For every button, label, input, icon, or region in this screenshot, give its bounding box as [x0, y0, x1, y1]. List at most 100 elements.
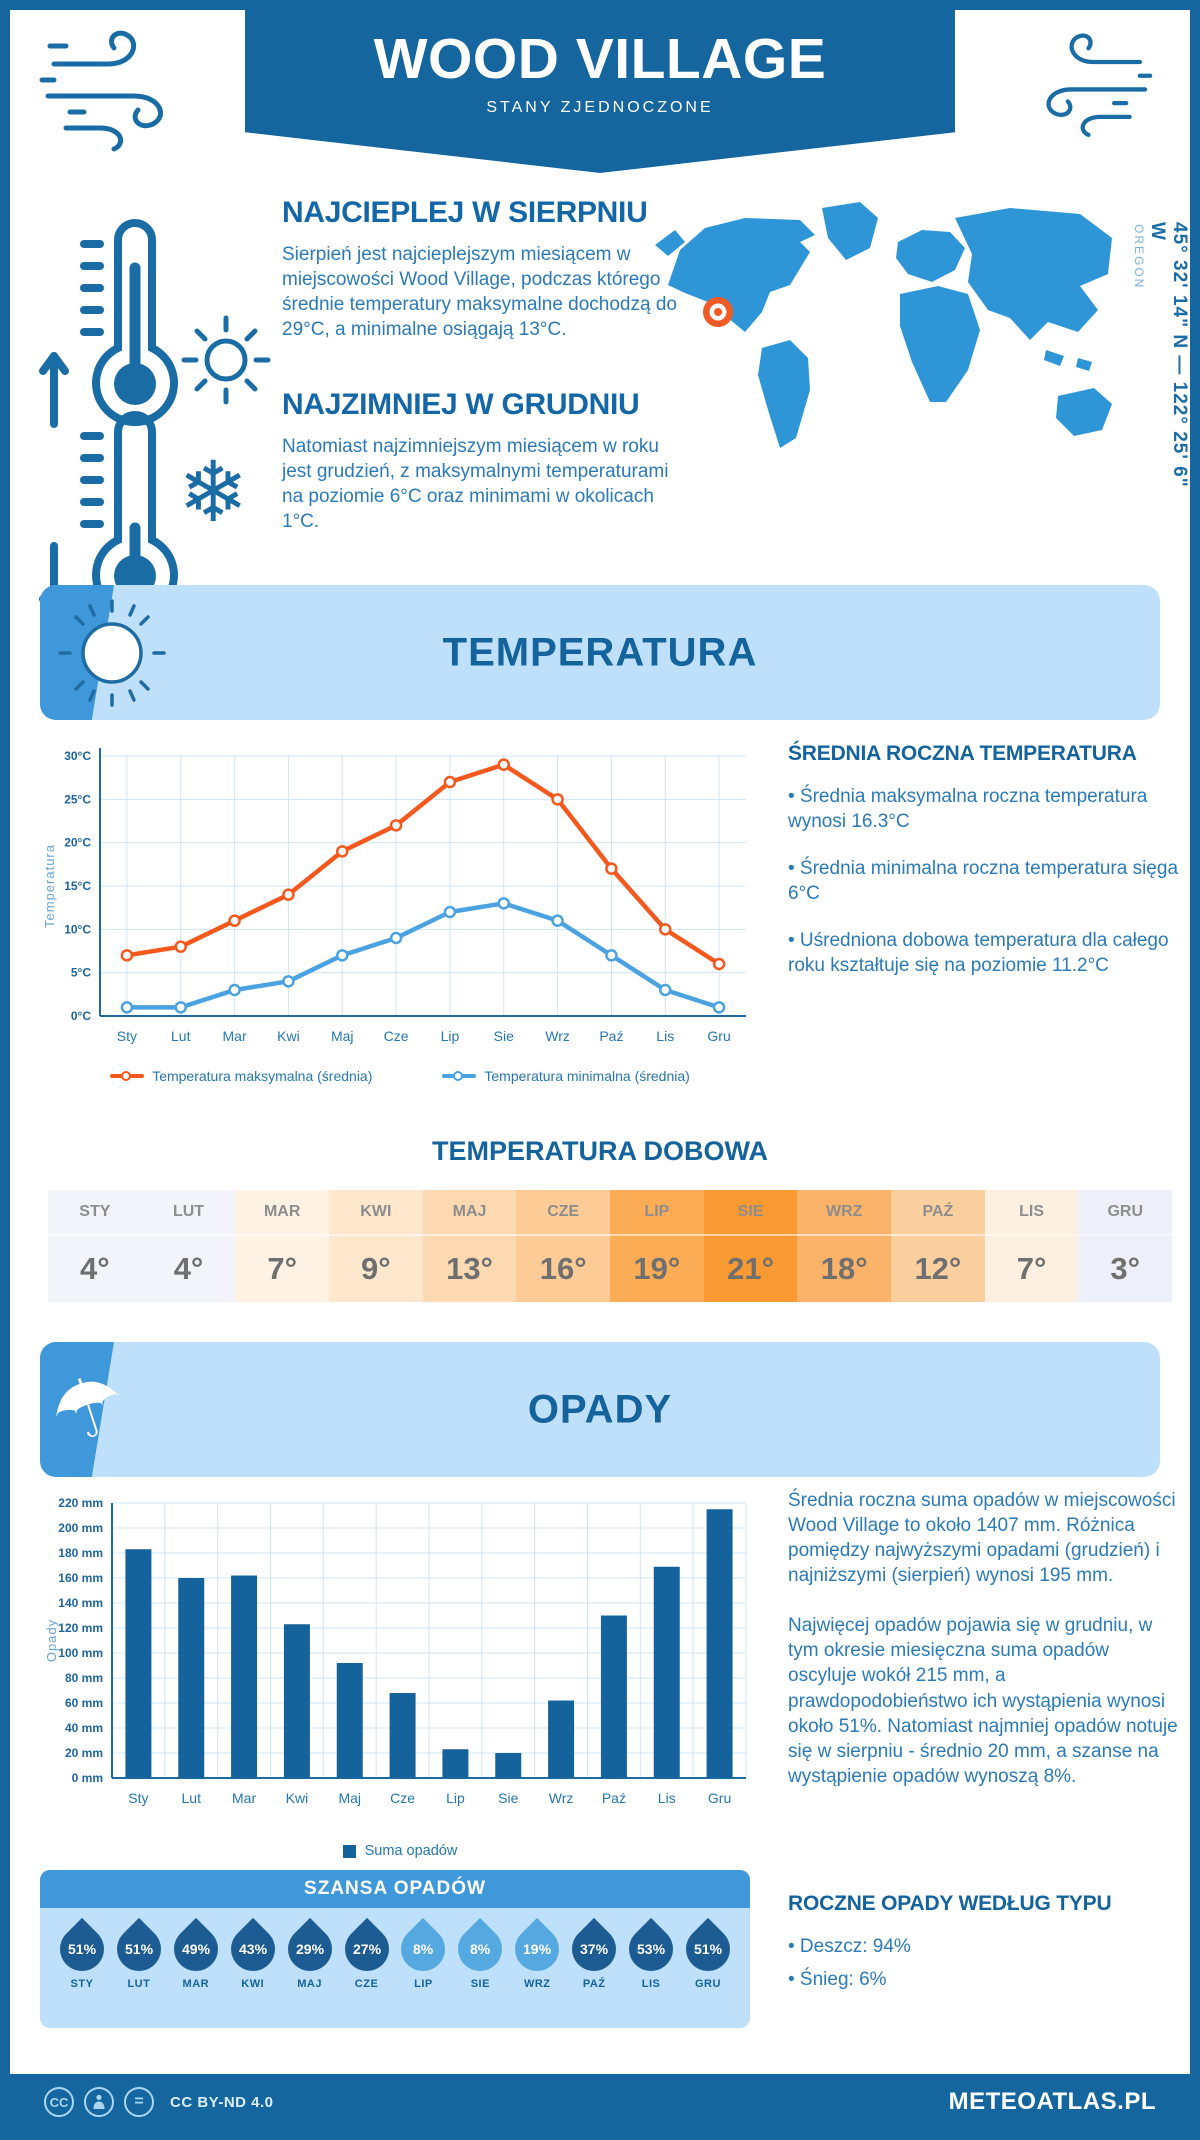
precip-paragraph-2: Najwięcej opadów pojawia się w grudniu, …: [788, 1615, 1178, 1787]
svg-text:160 mm: 160 mm: [58, 1571, 103, 1585]
chance-drop-column: 29% MAJ: [278, 1917, 341, 1990]
attribution-person-icon: [84, 2087, 114, 2117]
location-marker: [703, 297, 733, 327]
coldest-text: Natomiast najzimniejszym miesiącem w rok…: [282, 436, 669, 533]
precip-type-block: ROCZNE OPADY WEDŁUG TYPU • Deszcz: 94% • …: [788, 1892, 1180, 2000]
chance-month: LUT: [127, 1978, 151, 1990]
svg-text:200 mm: 200 mm: [58, 1521, 103, 1535]
legend-item: Temperatura maksymalna (średnia): [110, 1068, 372, 1084]
svg-text:Mar: Mar: [232, 1790, 256, 1806]
bar-Gru: [706, 1509, 733, 1778]
raindrop-icon: 37%: [563, 1917, 626, 1981]
raindrop-icon: 8%: [449, 1917, 512, 1981]
legend-dot: [453, 1071, 464, 1081]
bar-Lut: [178, 1578, 205, 1778]
daily-temp-value: 4°: [173, 1251, 204, 1286]
svg-text:Wrz: Wrz: [545, 1028, 570, 1044]
bar-Sie: [495, 1753, 522, 1778]
daily-temp-cell: MAR 7°: [235, 1190, 330, 1302]
snowflake-icon: ❄: [178, 445, 249, 539]
legend-line-swatch: [110, 1071, 145, 1081]
svg-text:Gru: Gru: [707, 1028, 730, 1044]
daily-temp-cell: CZE 16°: [516, 1190, 611, 1302]
bar-Lip: [442, 1749, 469, 1778]
temperature-chart-legend: Temperatura maksymalna (średnia) Temperat…: [50, 1068, 750, 1084]
svg-text:220 mm: 220 mm: [58, 1496, 103, 1510]
svg-text:Maj: Maj: [331, 1028, 354, 1044]
daily-temp-value: 18°: [820, 1251, 868, 1286]
precip-chance-box: SZANSA OPADÓW 51% STY 51% LUT 49% MAR 43% KWI 29…: [40, 1870, 750, 2028]
chance-month: SIE: [470, 1978, 490, 1990]
region-label: OREGON: [1132, 224, 1146, 290]
precip-type-bullet: • Śnieg: 6%: [788, 1969, 887, 1991]
chance-month: CZE: [354, 1978, 379, 1990]
title-banner: WOOD VILLAGE STANY ZJEDNOCZONE: [245, 10, 955, 173]
precip-chance-heading: SZANSA OPADÓW: [40, 1870, 750, 1908]
chance-drop-column: 43% KWI: [221, 1917, 284, 1990]
svg-text:25°C: 25°C: [64, 792, 91, 806]
page-subtitle: STANY ZJEDNOCZONE: [486, 99, 714, 116]
svg-text:Lis: Lis: [658, 1790, 676, 1806]
svg-text:80 mm: 80 mm: [65, 1671, 103, 1685]
chance-drop-column: 53% LIS: [619, 1917, 683, 1990]
chance-value: 8%: [413, 1940, 434, 1957]
annual-temp-heading: ŚREDNIA ROCZNA TEMPERATURA: [788, 742, 1137, 765]
daily-temp-value: 7°: [1016, 1251, 1047, 1286]
legend-dot: [121, 1071, 132, 1081]
daily-temp-month: PAŹ: [891, 1190, 985, 1236]
daily-temp-table: STY 4° LUT 4° MAR 7° KWI 9° MAJ 13° CZE 16° LIP 19° SI…: [48, 1190, 1173, 1302]
raindrop-icon: 51%: [676, 1917, 740, 1981]
world-map: [655, 202, 1112, 448]
warmest-heading: NAJCIEPLEJ W SIERPNIU: [282, 196, 648, 229]
svg-text:20°C: 20°C: [64, 836, 91, 850]
chance-drop-column: 27% CZE: [335, 1917, 398, 1990]
svg-text:Kwi: Kwi: [286, 1790, 309, 1806]
chance-value: 8%: [470, 1940, 491, 1957]
daily-temp-cell: LIP 19°: [610, 1190, 704, 1302]
svg-text:15°C: 15°C: [64, 879, 91, 893]
chance-value: 51%: [693, 1941, 722, 1957]
svg-text:Lut: Lut: [182, 1790, 202, 1806]
svg-text:60 mm: 60 mm: [65, 1696, 103, 1710]
svg-text:120 mm: 120 mm: [58, 1621, 103, 1635]
temperature-section-banner: TEMPERATURA: [40, 585, 1160, 720]
geo-coordinates: 45° 32' 14" N — 122° 25' 6" W OREGON: [1132, 222, 1190, 512]
sun-icon: [181, 315, 271, 405]
sun-banner-icon: [58, 598, 166, 707]
svg-text:Paź: Paź: [602, 1790, 626, 1806]
raindrop-icon: 29%: [278, 1917, 341, 1981]
daily-temp-cell: WRZ 18°: [797, 1190, 892, 1302]
svg-text:Mar: Mar: [223, 1028, 247, 1044]
bar-Wrz: [548, 1700, 575, 1778]
daily-temp-month: SIE: [703, 1190, 798, 1236]
daily-temp-cell: PAŹ 12°: [891, 1190, 985, 1302]
daily-temp-value: 9°: [361, 1251, 391, 1286]
chance-drop-column: 8% SIE: [449, 1917, 512, 1990]
annual-temp-bullet: • Średnia minimalna roczna temperatura s…: [788, 858, 1179, 905]
bar-Mar: [231, 1575, 258, 1778]
daily-temp-cell: MAJ 13°: [422, 1190, 517, 1302]
daily-temp-cell: GRU 3°: [1078, 1190, 1173, 1302]
raindrop-icon: 53%: [619, 1917, 683, 1981]
chance-drop-column: 19% WRZ: [506, 1917, 569, 1990]
chance-month: LIP: [414, 1978, 433, 1990]
brand-text: METEOATLAS.PL: [948, 2088, 1156, 2115]
svg-text:0 mm: 0 mm: [72, 1771, 103, 1785]
svg-text:Lip: Lip: [441, 1028, 460, 1044]
chance-month: GRU: [694, 1978, 721, 1990]
svg-text:Lip: Lip: [446, 1790, 465, 1806]
daily-temp-value: 13°: [446, 1251, 493, 1286]
chance-month: MAR: [182, 1978, 210, 1990]
min-temp-series: [120, 897, 726, 1014]
svg-text:Sie: Sie: [494, 1028, 514, 1044]
svg-text:40 mm: 40 mm: [65, 1721, 103, 1735]
daily-temp-month: MAJ: [422, 1190, 517, 1236]
daily-temp-value: 4°: [80, 1251, 110, 1286]
bar-Kwi: [283, 1624, 310, 1778]
max-temp-series: [120, 758, 726, 971]
chance-value: 19%: [523, 1941, 552, 1957]
chance-month: PAŹ: [582, 1978, 606, 1990]
chance-month: LIS: [641, 1978, 661, 1990]
chance-value: 51%: [67, 1941, 97, 1957]
